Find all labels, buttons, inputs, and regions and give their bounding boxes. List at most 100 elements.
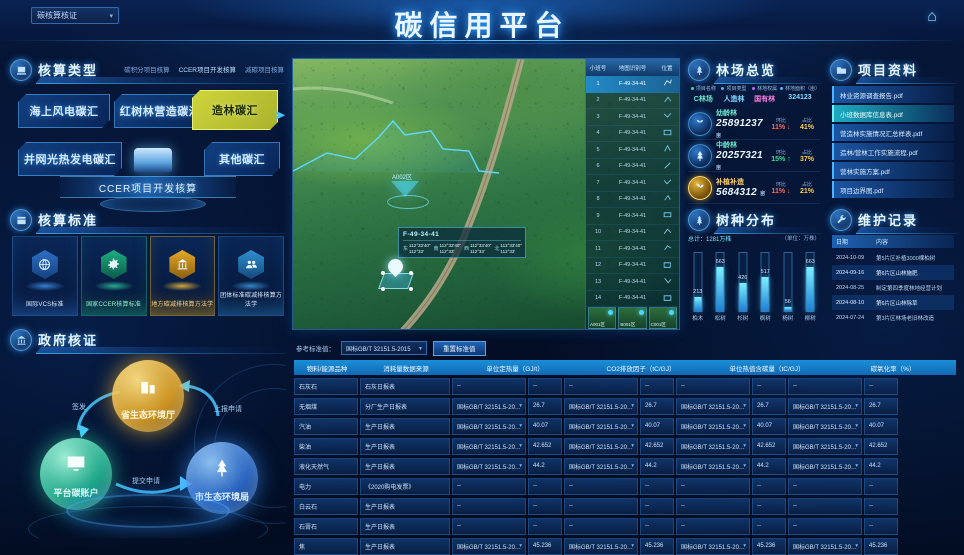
table-row[interactable]: 13 F-49-34-41 xyxy=(586,274,679,291)
location-icon[interactable] xyxy=(655,260,679,271)
table-row[interactable]: 石膏石 生产日报表 -- -- -- -- -- -- -- -- xyxy=(294,517,956,535)
table-row[interactable]: 无烟煤 分厂生产日报表 国标GB/T 32151.5-2015... ▾ 26.7 国标G… xyxy=(294,397,956,415)
type-other[interactable]: 其他碳汇 xyxy=(204,142,280,176)
table-row[interactable]: 2024-07-24 第3片区林场老旧林改造 xyxy=(832,310,954,325)
type-mangrove[interactable]: 红树林营造碳汇 xyxy=(114,94,206,128)
location-icon[interactable] xyxy=(655,144,679,155)
standard-select-value: 国标GB/T 32151.5-2015 xyxy=(346,346,411,353)
document-list[interactable]: 林业资源调查报告.pdf 小班数据库信息表.pdf 营造林实施情况汇总样表.pdf 造… xyxy=(832,86,954,200)
cell-co2-standard[interactable]: 国标GB/T 32151.5-2015... ▾ xyxy=(564,437,638,455)
cell-oxidation-standard[interactable]: 国标GB/T 32151.5-2015... ▾ xyxy=(788,397,862,415)
cell-carbon-standard[interactable]: 国标GB/T 32151.5-2015... ▾ xyxy=(676,417,750,435)
cell-oxidation-standard[interactable]: 国标GB/T 32151.5-2015... ▾ xyxy=(788,417,862,435)
table-row[interactable]: 汽油 生产日报表 国标GB/T 32151.5-2015... ▾ 40.07 国标GB/… xyxy=(294,417,956,435)
cell-carbon-standard[interactable]: 国标GB/T 32151.5-2015... ▾ xyxy=(676,457,750,475)
cell-co2-standard[interactable]: 国标GB/T 32151.5-2015... ▾ xyxy=(564,397,638,415)
standard-card-group[interactable]: 团体标准碳减排核算方法学 xyxy=(218,236,284,316)
cell-heat-standard[interactable]: 国标GB/T 32151.5-2015... ▾ xyxy=(452,437,526,455)
document-item[interactable]: 营林实施方案.pdf xyxy=(832,162,954,179)
cell-oxidation-standard[interactable]: 国标GB/T 32151.5-2015... ▾ xyxy=(788,437,862,455)
standard-card-ccer[interactable]: 国家CCER核算标准 xyxy=(80,236,147,316)
location-icon[interactable] xyxy=(655,227,679,238)
gov-node-province[interactable]: 省生态环境厅 xyxy=(112,360,184,432)
forest-map-viewer[interactable]: A002区 F-49-34-41 东 112°33'40" 112°33' 南 11… xyxy=(292,58,680,330)
cell-co2-standard[interactable]: 国标GB/T 32151.5-2015... ▾ xyxy=(564,457,638,475)
cell-oxidation-standard[interactable]: 国标GB/T 32151.5-2015... ▾ xyxy=(788,457,862,475)
table-row[interactable]: 2024-09-16 第6片区山林施肥 xyxy=(832,265,954,280)
table-row[interactable]: 7 F-49-34-41 xyxy=(586,175,679,192)
home-icon[interactable]: ⌂ xyxy=(927,8,937,25)
module-selector[interactable]: 碳核算核证 ▾ xyxy=(31,7,119,24)
cell-heat-standard[interactable]: 国标GB/T 32151.5-2015... ▾ xyxy=(452,537,526,555)
table-row[interactable]: 2024-10-09 第5片区补植3000棵柏树 xyxy=(832,250,954,265)
reset-standard-button[interactable]: 重置标准值 xyxy=(433,340,486,356)
table-row[interactable]: 3 F-49-34-41 xyxy=(586,109,679,126)
location-icon[interactable] xyxy=(655,293,679,304)
tab-reduction[interactable]: 减碳项目核算 xyxy=(245,67,284,74)
standard-card-local[interactable]: 地方碳减排核算方法学 xyxy=(149,236,216,316)
type-offshore-wind[interactable]: 海上风电碳汇 xyxy=(18,94,110,128)
location-icon[interactable] xyxy=(655,78,679,89)
location-icon[interactable] xyxy=(655,128,679,139)
location-icon[interactable] xyxy=(655,194,679,205)
table-row[interactable]: 12 F-49-34-41 xyxy=(586,258,679,274)
table-row[interactable]: 2 F-49-34-41 xyxy=(586,93,679,109)
table-row[interactable]: 液化天然气 生产日报表 国标GB/T 32151.5-2015... ▾ 44.2 国标G… xyxy=(294,457,956,475)
cell-heat-standard[interactable]: 国标GB/T 32151.5-2015... ▾ xyxy=(452,397,526,415)
table-row[interactable]: 8 F-49-34-41 xyxy=(586,192,679,208)
table-row[interactable]: 2024-08-25 制定第四季度林地经营计划 xyxy=(832,280,954,295)
cell-heat-standard[interactable]: 国标GB/T 32151.5-2015... ▾ xyxy=(452,417,526,435)
map-thumbnail[interactable]: A001区 xyxy=(588,307,617,329)
maintenance-table-body[interactable]: 2024-10-09 第5片区补植3000棵柏树 2024-09-16 第6片区山林施… xyxy=(832,250,954,325)
cell-carbon-standard[interactable]: 国标GB/T 32151.5-2015... ▾ xyxy=(676,437,750,455)
table-row[interactable]: 柴油 生产日报表 国标GB/T 32151.5-2015... ▾ 42.652 国标GB… xyxy=(294,437,956,455)
document-item[interactable]: 营造林实施情况汇总样表.pdf xyxy=(832,124,954,141)
cell-carbon-standard[interactable]: 国标GB/T 32151.5-2015... ▾ xyxy=(676,537,750,555)
document-item[interactable]: 项目边界图.pdf xyxy=(832,181,954,198)
cell-heat-standard[interactable]: 国标GB/T 32151.5-2015... ▾ xyxy=(452,457,526,475)
cell-co2-standard[interactable]: 国标GB/T 32151.5-2015... ▾ xyxy=(564,417,638,435)
parcel-table-body[interactable]: 1 F-49-34-41 2 F-49-34-41 3 F-49-34-41 4 F-49-3… xyxy=(586,76,679,307)
table-row[interactable]: 1 F-49-34-41 xyxy=(586,76,679,93)
table-row[interactable]: 4 F-49-34-41 xyxy=(586,126,679,142)
table-row[interactable]: 11 F-49-34-41 xyxy=(586,241,679,258)
tab-carbon-credit[interactable]: 碳积分项目核算 xyxy=(124,67,170,74)
table-row[interactable]: 6 F-49-34-41 xyxy=(586,159,679,175)
chart-bar-column: 663 xyxy=(801,252,821,312)
map-thumbnail[interactable]: C001区 xyxy=(648,307,677,329)
location-icon[interactable] xyxy=(655,111,679,122)
cell-no: 11 xyxy=(595,245,601,252)
type-afforestation[interactable]: 造林碳汇 xyxy=(192,90,278,130)
table-row[interactable]: 14 F-49-34-41 xyxy=(586,291,679,307)
location-icon[interactable] xyxy=(655,177,679,188)
location-icon[interactable] xyxy=(655,210,679,221)
table-row[interactable]: 石灰石 石灰日报表 -- -- -- -- -- -- -- -- xyxy=(294,377,956,395)
location-icon[interactable] xyxy=(655,95,679,106)
location-icon[interactable] xyxy=(655,243,679,254)
document-item[interactable]: 造林/营林工作实施流程.pdf xyxy=(832,143,954,160)
uav-marker[interactable]: A002区 xyxy=(387,175,429,209)
cell-co2-value: -- xyxy=(640,377,674,395)
type-solar-thermal[interactable]: 并网光热发电碳汇 xyxy=(18,142,122,176)
cell-co2-standard[interactable]: 国标GB/T 32151.5-2015... ▾ xyxy=(564,537,638,555)
table-body[interactable]: 石灰石 石灰日报表 -- -- -- -- -- -- -- -- 无烟煤 分厂生产日报表 国标GB/T… xyxy=(294,377,956,555)
document-item[interactable]: 小班数据库信息表.pdf xyxy=(832,105,954,122)
table-row[interactable]: 焦生产日报表 国标GB/T 32151.5-2015... ▾ 45.236 国标GB/… xyxy=(294,537,956,555)
tab-ccer[interactable]: CCER项目开发核算 xyxy=(178,67,236,74)
location-pin-icon[interactable] xyxy=(378,255,414,291)
location-icon[interactable] xyxy=(655,276,679,287)
location-icon[interactable] xyxy=(655,161,679,172)
table-row[interactable]: 5 F-49-34-41 xyxy=(586,142,679,159)
map-thumbnail[interactable]: B001区 xyxy=(618,307,647,329)
table-row[interactable]: 9 F-49-34-41 xyxy=(586,208,679,225)
document-item[interactable]: 林业资源调查报告.pdf xyxy=(832,86,954,103)
standard-card-vcs[interactable]: 国际VCS标准 xyxy=(12,236,78,316)
table-row[interactable]: 白云石 生产日报表 -- -- -- -- -- -- -- -- xyxy=(294,497,956,515)
table-row[interactable]: 10 F-49-34-41 xyxy=(586,225,679,241)
table-row[interactable]: 电力 《2020购电发票》 -- -- -- -- -- -- -- -- xyxy=(294,477,956,495)
chevron-down-icon: ▾ xyxy=(743,443,746,449)
cell-carbon-standard[interactable]: 国标GB/T 32151.5-2015... ▾ xyxy=(676,397,750,415)
table-row[interactable]: 2024-08-10 第6片区山林除草 xyxy=(832,295,954,310)
standard-select[interactable]: 国标GB/T 32151.5-2015 ▾ xyxy=(341,341,427,355)
cell-oxidation-standard[interactable]: 国标GB/T 32151.5-2015... ▾ xyxy=(788,537,862,555)
